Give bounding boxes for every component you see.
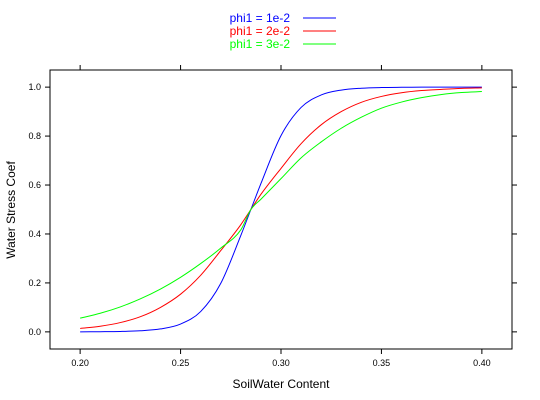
legend-label-series-2: phi1 = 2e-2 xyxy=(230,24,291,38)
y-tick-label: 0.2 xyxy=(28,278,41,288)
series-line-1 xyxy=(80,86,482,333)
x-axis: 0.20 0.25 0.30 0.35 0.40 xyxy=(71,65,491,368)
y-tick-label: 0.6 xyxy=(28,180,41,190)
y-tick-label: 1.0 xyxy=(28,82,41,92)
series-line-3 xyxy=(80,91,482,319)
y-axis: 0.0 0.2 0.4 0.6 0.8 1.0 xyxy=(28,82,517,337)
x-axis-title: SoilWater Content xyxy=(233,377,331,391)
x-tick-label: 0.35 xyxy=(373,358,391,368)
legend: phi1 = 1e-2 phi1 = 2e-2 phi1 = 3e-2 xyxy=(230,11,336,51)
x-tick-label: 0.25 xyxy=(172,358,190,368)
y-tick-label: 0.4 xyxy=(28,229,41,239)
legend-label-series-1: phi1 = 1e-2 xyxy=(230,11,291,25)
x-tick-label: 0.40 xyxy=(473,358,491,368)
series-line-2 xyxy=(80,87,482,329)
legend-label-series-3: phi1 = 3e-2 xyxy=(230,37,291,51)
y-tick-label: 0.8 xyxy=(28,131,41,141)
y-tick-label: 0.0 xyxy=(28,327,41,337)
y-axis-title: Water Stress Coef xyxy=(4,161,18,259)
x-tick-label: 0.20 xyxy=(71,358,89,368)
x-tick-label: 0.30 xyxy=(272,358,290,368)
series-layer xyxy=(80,86,482,333)
